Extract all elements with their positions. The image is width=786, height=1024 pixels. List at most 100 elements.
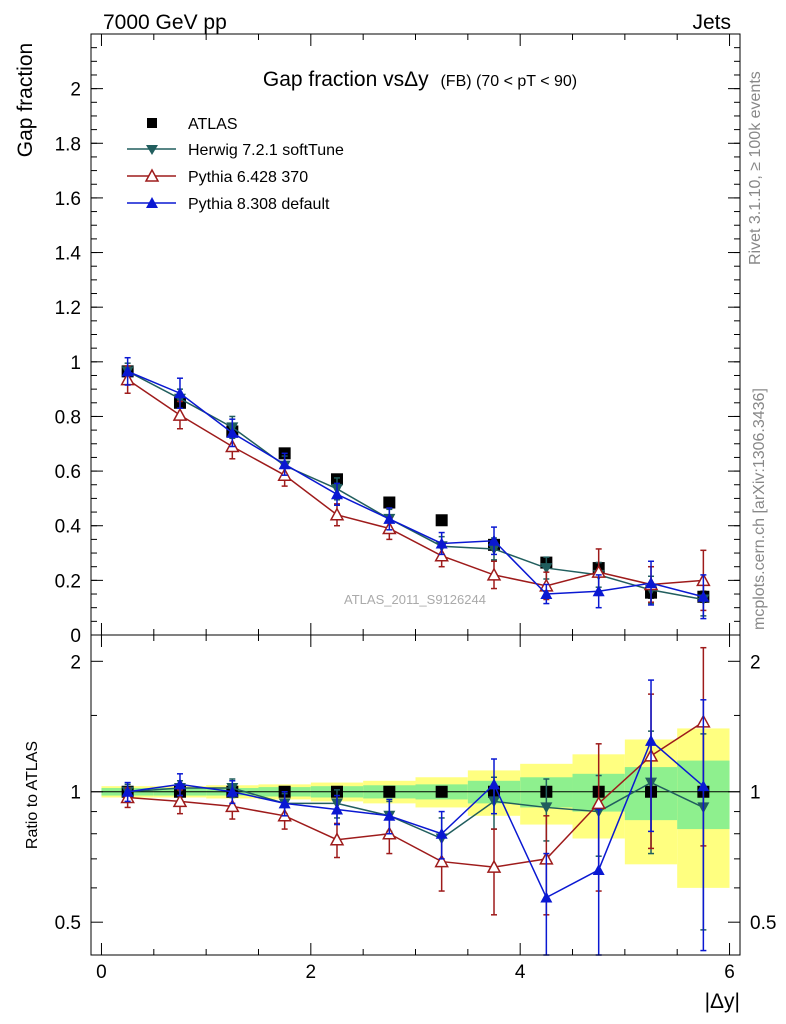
main-y-tick-label: 0.4 xyxy=(55,517,82,538)
ratio-y-ticks: 0.5 0.5 1 1 2 2 xyxy=(55,652,777,934)
legend-marker-pythia6 xyxy=(144,168,160,182)
header-left: 7000 GeV pp xyxy=(103,11,227,34)
point-herwig-7-2-1-softtune xyxy=(540,563,553,575)
point-pythia-8-308-default xyxy=(173,387,186,399)
main-y-tick-label: 1.2 xyxy=(55,298,81,319)
legend-item-pythia6: Pythia 6.428 370 xyxy=(127,168,308,186)
ratio-y-tick-label-right: 1 xyxy=(750,783,761,804)
legend-item-atlas: ATLAS xyxy=(147,116,238,133)
ratio-point-atlas xyxy=(383,785,396,798)
ratio-point-pythia-8-308-default xyxy=(226,785,239,797)
legend-marker-atlas xyxy=(147,118,157,128)
point-pythia-6-428-370 xyxy=(329,507,345,521)
legend-item-herwig: Herwig 7.2.1 softTune xyxy=(127,142,344,159)
ratio-point-pythia-8-308-default xyxy=(121,785,134,797)
point-pythia-6-428-370 xyxy=(172,407,188,421)
main-y-tick-label: 1.8 xyxy=(55,134,81,155)
watermark: ATLAS_2011_S9126244 xyxy=(344,592,486,607)
point-atlas xyxy=(383,496,396,509)
point-pythia-8-308-default xyxy=(697,590,710,602)
ratio-y-tick-label-right: 2 xyxy=(750,652,761,673)
legend-marker-herwig xyxy=(146,145,158,155)
legend: ATLAS Herwig 7.2.1 softTune Pythia 6.428… xyxy=(127,116,344,213)
header-right: Jets xyxy=(692,11,731,34)
legend-label-pythia8: Pythia 8.308 default xyxy=(188,196,330,213)
legend-label-herwig: Herwig 7.2.1 softTune xyxy=(188,142,344,159)
main-y-tick-label: 1.6 xyxy=(55,189,81,210)
point-atlas xyxy=(435,514,448,527)
ratio-point-pythia-8-308-default xyxy=(645,734,658,746)
chart-title-sub: (FB) (70 < pT < 90) xyxy=(440,73,577,90)
point-pythia-8-308-default xyxy=(330,488,343,500)
ratio-point-pythia-6-428-370 xyxy=(172,793,188,808)
point-pythia-6-428-370 xyxy=(434,548,449,562)
x-tick-label: 0 xyxy=(96,962,107,983)
point-pythia-8-308-default xyxy=(226,426,239,438)
ratio-point-pythia-6-428-370 xyxy=(225,798,240,813)
x-axis-ticks: 0 2 4 6 xyxy=(96,635,735,983)
legend-item-pythia8: Pythia 8.308 default xyxy=(127,196,330,213)
rivet-label: Rivet 3.1.10, ≥ 100k events xyxy=(747,71,764,265)
chart-title: Gap fraction vsΔy (FB) (70 < pT < 90) xyxy=(263,68,577,91)
ratio-series xyxy=(120,646,711,956)
series-pythia-8-308-default xyxy=(121,356,710,620)
ratio-point-atlas xyxy=(435,785,448,798)
main-y-tick-label: 0.6 xyxy=(55,462,81,483)
ratio-point-pythia-6-428-370 xyxy=(486,859,502,873)
ratio-point-pythia-6-428-370 xyxy=(591,795,606,810)
main-y-tick-label: 1 xyxy=(70,353,81,374)
ratio-point-pythia-8-308-default xyxy=(697,780,710,792)
ratio-y-tick-label: 0.5 xyxy=(55,913,81,934)
main-y-tick-label: 1.4 xyxy=(55,244,82,265)
ratio-line-pythia-8-308-default xyxy=(127,739,704,899)
ratio-point-pythia-8-308-default xyxy=(592,863,605,875)
main-y-tick-label: 0 xyxy=(70,626,81,647)
series-line-pythia-8-308-default xyxy=(127,370,704,598)
main-y-ticks: 0 0.2 0.4 0.6 0.8 1 1.2 1.4 1.6 1.8 2 xyxy=(55,33,740,647)
mcplots-label: mcplots.cern.ch [arXiv:1306.3436] xyxy=(751,388,768,630)
ratio-panel: 0.5 0.5 1 1 2 2 Ratio to ATLAS 0 2 4 6 |Δy| xyxy=(24,634,777,1013)
series-pythia-6-428-370 xyxy=(120,365,711,612)
ratio-y-tick-label-right: 0.5 xyxy=(750,913,776,934)
ratio-series-pythia-8-308-default xyxy=(121,679,710,956)
ratio-point-pythia-8-308-default xyxy=(278,797,291,809)
ratio-point-pythia-8-308-default xyxy=(488,778,501,790)
ratio-point-pythia-8-308-default xyxy=(173,778,186,790)
legend-label-pythia6: Pythia 6.428 370 xyxy=(188,169,308,186)
main-y-tick-label: 0.8 xyxy=(55,407,81,428)
point-pythia-8-308-default xyxy=(278,458,291,470)
ratio-point-pythia-6-428-370 xyxy=(434,854,449,868)
ratio-point-herwig-7-2-1-softtune xyxy=(540,802,553,814)
series-line-herwig-7-2-1-softtune xyxy=(127,370,704,601)
x-tick-label: 4 xyxy=(515,962,526,983)
point-pythia-8-308-default xyxy=(540,588,553,600)
point-pythia-8-308-default xyxy=(488,534,501,546)
series-atlas xyxy=(121,365,710,603)
x-axis-label: |Δy| xyxy=(705,990,740,1013)
main-y-tick-label: 0.2 xyxy=(55,571,81,592)
chart-title-main: Gap fraction vsΔy xyxy=(263,68,429,91)
main-series xyxy=(120,356,711,620)
x-tick-label: 2 xyxy=(306,962,317,983)
point-pythia-8-308-default xyxy=(121,365,134,377)
ratio-y-tick-label: 1 xyxy=(70,783,81,804)
point-pythia-6-428-370 xyxy=(486,567,502,581)
ratio-point-pythia-8-308-default xyxy=(540,891,553,903)
point-pythia-8-308-default xyxy=(645,577,658,589)
ratio-y-tick-label: 2 xyxy=(70,652,81,673)
ratio-point-pythia-8-308-default xyxy=(330,803,343,815)
point-pythia-8-308-default xyxy=(383,512,396,524)
ratio-line-pythia-6-428-370 xyxy=(127,721,704,868)
ratio-uncertainty-bands xyxy=(101,728,730,888)
main-panel: Gap fraction vsΔy (FB) (70 < pT < 90) Ga… xyxy=(14,33,741,647)
ratio-line-herwig-7-2-1-softtune xyxy=(127,781,704,840)
legend-label-atlas: ATLAS xyxy=(188,116,238,133)
ratio-point-pythia-8-308-default xyxy=(435,827,448,839)
point-pythia-8-308-default xyxy=(435,537,448,549)
legend-marker-pythia8 xyxy=(146,197,158,208)
main-ylabel: Gap fraction xyxy=(14,43,37,157)
ratio-point-pythia-8-308-default xyxy=(383,809,396,821)
ratio-ylabel: Ratio to ATLAS xyxy=(24,741,41,849)
series-line-pythia-6-428-370 xyxy=(127,378,704,587)
